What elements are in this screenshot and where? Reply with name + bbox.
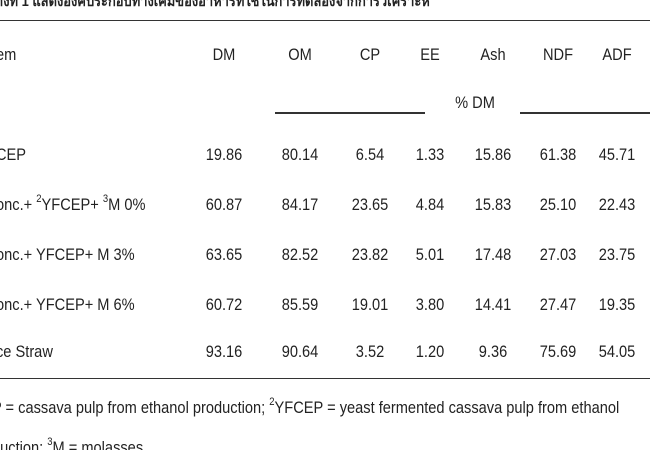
cell: 27.47 [539, 295, 577, 314]
cell: 75.69 [539, 342, 577, 361]
cell: 85.59 [281, 295, 319, 314]
superscript: 2 [36, 193, 42, 205]
superscript: 2 [269, 396, 275, 408]
text-segment: onc.+ YFCEP+ M 3% [0, 245, 135, 264]
column-header: CP [359, 45, 381, 64]
cell: 23.75 [598, 245, 636, 264]
footnote: P = cassava pulp from ethanol production… [0, 396, 620, 418]
cell: 60.87 [205, 195, 243, 214]
text-segment: YFCEP = yeast fermented cassava pulp fro… [274, 398, 620, 417]
cell: 5.01 [415, 245, 445, 264]
unit-rule-left [275, 112, 425, 114]
column-header: NDF [542, 45, 574, 64]
cell: 19.01 [351, 295, 389, 314]
column-header: EE [420, 45, 440, 64]
cell: 82.52 [281, 245, 319, 264]
cell: 17.48 [474, 245, 512, 264]
cell: 22.43 [598, 195, 636, 214]
cell: 1.20 [415, 342, 445, 361]
cell: 60.72 [205, 295, 243, 314]
row-label: ce Straw [0, 342, 53, 362]
text-segment: onc.+ [0, 195, 37, 214]
cell: 90.64 [281, 342, 319, 361]
cell: 54.05 [598, 342, 636, 361]
cell: 1.33 [415, 145, 445, 164]
column-header: ADF [602, 45, 632, 64]
footnote: duction; 3M = molasses [0, 436, 144, 450]
cell: 93.16 [205, 342, 243, 361]
top-rule [0, 20, 650, 21]
cell: 19.35 [598, 295, 636, 314]
table-caption: างที่ 1 แสดงองค์ประกอบทางเคมีของอาหารที่… [0, 0, 430, 10]
cell: 3.52 [355, 342, 385, 361]
cell: 9.36 [478, 342, 508, 361]
cell: 15.86 [474, 145, 512, 164]
cell: 80.14 [281, 145, 319, 164]
cell: 19.86 [205, 145, 243, 164]
text-segment: YFCEP+ [41, 195, 103, 214]
column-header: Ash [480, 45, 506, 64]
row-label: CEP [0, 145, 26, 165]
cell: 6.54 [355, 145, 385, 164]
row-label: onc.+ YFCEP+ M 6% [0, 295, 135, 315]
cell: 23.82 [351, 245, 389, 264]
unit-label: % DM [455, 93, 495, 112]
cell: 23.65 [351, 195, 389, 214]
bottom-rule [0, 378, 650, 379]
text-segment: P = cassava pulp from ethanol production… [0, 398, 270, 417]
text-segment: onc.+ YFCEP+ M 6% [0, 295, 135, 314]
column-header: DM [212, 45, 236, 64]
row-label: onc.+ YFCEP+ M 3% [0, 245, 135, 265]
text-segment: M 0% [108, 195, 146, 214]
row-header: em [0, 45, 17, 64]
text-segment: CEP [0, 145, 27, 164]
cell: 15.83 [474, 195, 512, 214]
text-segment: duction; [0, 438, 44, 450]
row-label: onc.+ 2YFCEP+ 3M 0% [0, 193, 146, 215]
cell: 25.10 [539, 195, 577, 214]
superscript: 3 [47, 436, 53, 448]
cell: 61.38 [539, 145, 577, 164]
superscript: 3 [102, 193, 109, 205]
cell: 45.71 [598, 145, 636, 164]
text-segment: ce Straw [0, 342, 53, 361]
cell: 4.84 [415, 195, 445, 214]
cell: 84.17 [281, 195, 319, 214]
column-header: OM [288, 45, 312, 64]
cell: 63.65 [205, 245, 243, 264]
cell: 14.41 [474, 295, 512, 314]
text-segment: M = molasses [52, 438, 144, 450]
cell: 3.80 [415, 295, 445, 314]
cell: 27.03 [539, 245, 577, 264]
unit-rule-right [520, 112, 650, 114]
